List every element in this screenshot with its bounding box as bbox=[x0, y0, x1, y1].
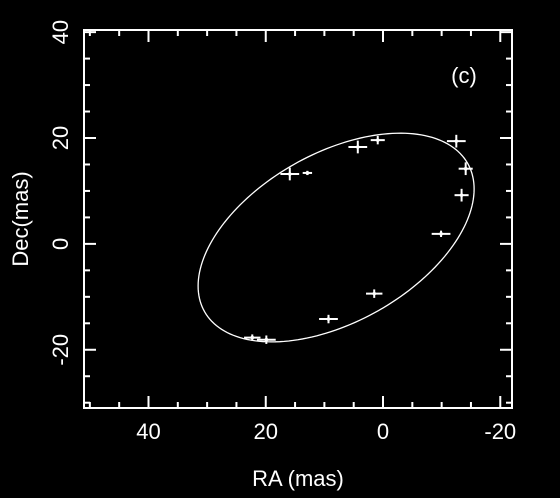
x-tick-label: 0 bbox=[377, 419, 389, 444]
point bbox=[305, 171, 310, 175]
point bbox=[356, 145, 360, 149]
y-tick-label: 40 bbox=[48, 20, 73, 44]
point bbox=[463, 166, 468, 171]
y-tick-label: -20 bbox=[48, 334, 73, 366]
point bbox=[326, 317, 331, 321]
point bbox=[372, 291, 377, 296]
orbit bbox=[197, 132, 475, 343]
y-axis-label: Dec(mas) bbox=[8, 171, 33, 266]
point bbox=[439, 232, 443, 236]
annotation: (c) bbox=[451, 63, 477, 88]
x-axis-label: RA (mas) bbox=[252, 466, 344, 491]
point bbox=[264, 337, 269, 342]
y-tick-label: 20 bbox=[48, 126, 73, 150]
point bbox=[454, 139, 459, 143]
x-tick-label: 20 bbox=[254, 419, 278, 444]
y-tick-label: 0 bbox=[48, 238, 73, 250]
point bbox=[459, 193, 464, 197]
plot-frame bbox=[83, 29, 513, 409]
point bbox=[287, 172, 292, 176]
x-tick-label: -20 bbox=[484, 419, 516, 444]
point bbox=[375, 138, 380, 142]
x-tick-label: 40 bbox=[136, 419, 160, 444]
point bbox=[250, 335, 255, 340]
